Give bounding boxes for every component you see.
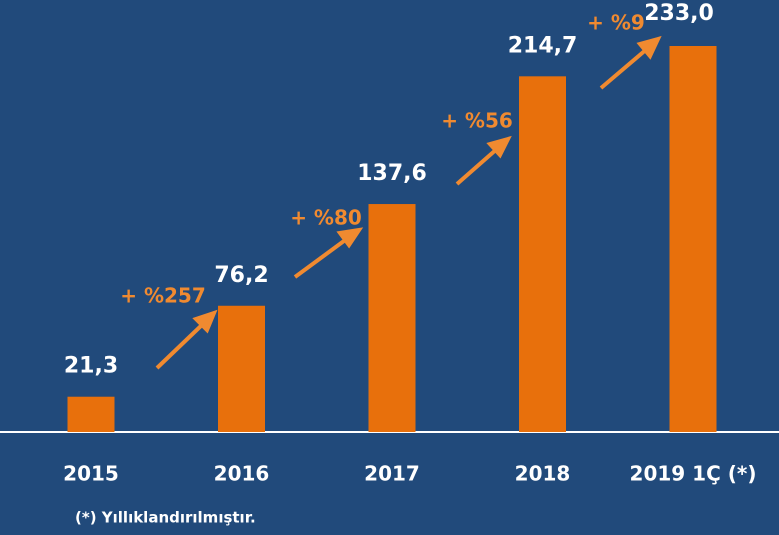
x-tick-label: 2017: [364, 462, 420, 486]
footnote: (*) Yıllıklandırılmıştır.: [75, 509, 256, 527]
arrows: [155, 35, 662, 370]
arrow-head: [192, 309, 218, 334]
value-label: 137,6: [357, 161, 427, 186]
arrow-head: [336, 227, 364, 249]
growth-annotation: + %9: [587, 11, 645, 35]
bar: [218, 305, 265, 432]
arrow: [293, 236, 350, 279]
bar: [67, 396, 115, 432]
arrow: [455, 146, 500, 186]
value-label: 233,0: [644, 1, 714, 26]
x-tick-label: 2018: [515, 462, 571, 486]
arrow-head: [486, 135, 512, 159]
x-tick-label: 2019 1Ç (*): [630, 462, 757, 486]
bar: [368, 204, 416, 432]
bar: [519, 76, 566, 432]
value-label: 76,2: [214, 263, 268, 288]
growth-annotation: + %56: [441, 109, 513, 133]
value-label: 214,7: [508, 33, 578, 58]
arrow-head: [636, 35, 662, 60]
x-tick-label: 2016: [214, 462, 270, 486]
growth-annotation: + %80: [290, 206, 362, 230]
bar: [669, 46, 717, 432]
x-tick-label: 2015: [63, 462, 119, 486]
value-label: 21,3: [64, 354, 118, 379]
arrow: [599, 46, 650, 90]
arrow: [155, 321, 206, 370]
growth-annotation: + %257: [120, 284, 206, 308]
